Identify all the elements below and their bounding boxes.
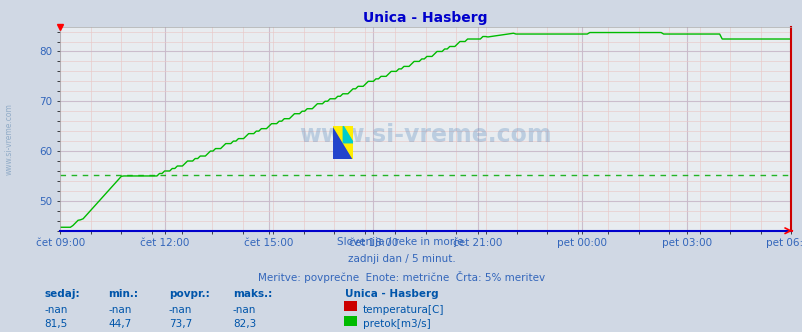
Text: povpr.:: povpr.: [168,289,209,299]
Text: -nan: -nan [108,305,132,315]
Text: min.:: min.: [108,289,138,299]
Text: 44,7: 44,7 [108,319,132,329]
Text: Unica - Hasberg: Unica - Hasberg [345,289,439,299]
Text: -nan: -nan [44,305,67,315]
Text: sedaj:: sedaj: [44,289,79,299]
Text: 82,3: 82,3 [233,319,256,329]
Text: Slovenija / reke in morje.: Slovenija / reke in morje. [336,237,466,247]
Text: temperatura[C]: temperatura[C] [363,305,444,315]
Text: -nan: -nan [233,305,256,315]
Polygon shape [333,126,353,159]
Text: 81,5: 81,5 [44,319,67,329]
Text: maks.:: maks.: [233,289,272,299]
Text: www.si-vreme.com: www.si-vreme.com [299,123,551,147]
Text: www.si-vreme.com: www.si-vreme.com [5,104,14,175]
Polygon shape [343,126,353,143]
Text: pretok[m3/s]: pretok[m3/s] [363,319,430,329]
Text: zadnji dan / 5 minut.: zadnji dan / 5 minut. [347,254,455,264]
Text: 73,7: 73,7 [168,319,192,329]
Polygon shape [333,126,353,159]
Text: Meritve: povprečne  Enote: metrične  Črta: 5% meritev: Meritve: povprečne Enote: metrične Črta:… [257,271,545,283]
Title: Unica - Hasberg: Unica - Hasberg [363,11,488,25]
Text: -nan: -nan [168,305,192,315]
